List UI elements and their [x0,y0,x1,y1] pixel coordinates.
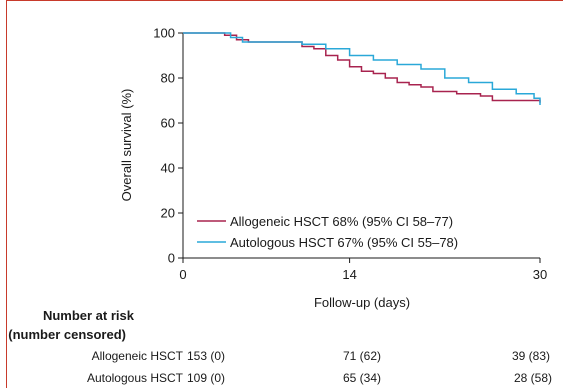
risk-autologous-day14: 65 (34) [343,371,381,385]
y-tick-label-0: 0 [168,251,175,266]
y-tick-label-100: 100 [153,26,175,41]
x-tick-label-14: 14 [342,267,356,282]
legend-label-allogeneic: Allogeneic HSCT 68% (95% CI 58–77) [230,214,453,229]
risk-allogeneic-day30: 39 (83) [512,349,550,363]
risk-autologous-day0: 109 (0) [187,371,225,385]
y-tick-label-60: 60 [161,116,175,131]
y-tick-label-40: 40 [161,161,175,176]
risk-allogeneic-day0: 153 (0) [187,349,225,363]
x-tick-label-30: 30 [533,267,547,282]
survival-curve-autologous [183,32,541,105]
risk-allogeneic-day14: 71 (62) [343,349,381,363]
series-layer [183,32,541,105]
legend-label-autologous: Autologous HSCT 67% (95% CI 55–78) [230,235,458,250]
x-axis-title: Follow-up (days) [314,295,410,310]
risk-row-label-allogeneic: Allogeneic HSCT [92,349,184,363]
x-tick-label-0: 0 [179,267,186,282]
y-tick-label-20: 20 [161,206,175,221]
risk-table-title-2: (number censored) [8,327,126,342]
risk-table: Number at risk (number censored) Allogen… [8,308,552,385]
axes: 0 20 40 60 80 100 0 14 30 [153,26,547,283]
risk-row-label-autologous: Autologous HSCT [87,371,184,385]
survival-curve-allogeneic [183,32,541,103]
frame-left-rule [6,0,7,388]
risk-table-title-1: Number at risk [43,308,135,323]
y-tick-label-80: 80 [161,71,175,86]
frame-top-rule [6,0,563,1]
risk-autologous-day30: 28 (58) [514,371,552,385]
y-axis-title: Overall survival (%) [119,89,134,202]
legend: Allogeneic HSCT 68% (95% CI 58–77) Autol… [197,214,458,250]
